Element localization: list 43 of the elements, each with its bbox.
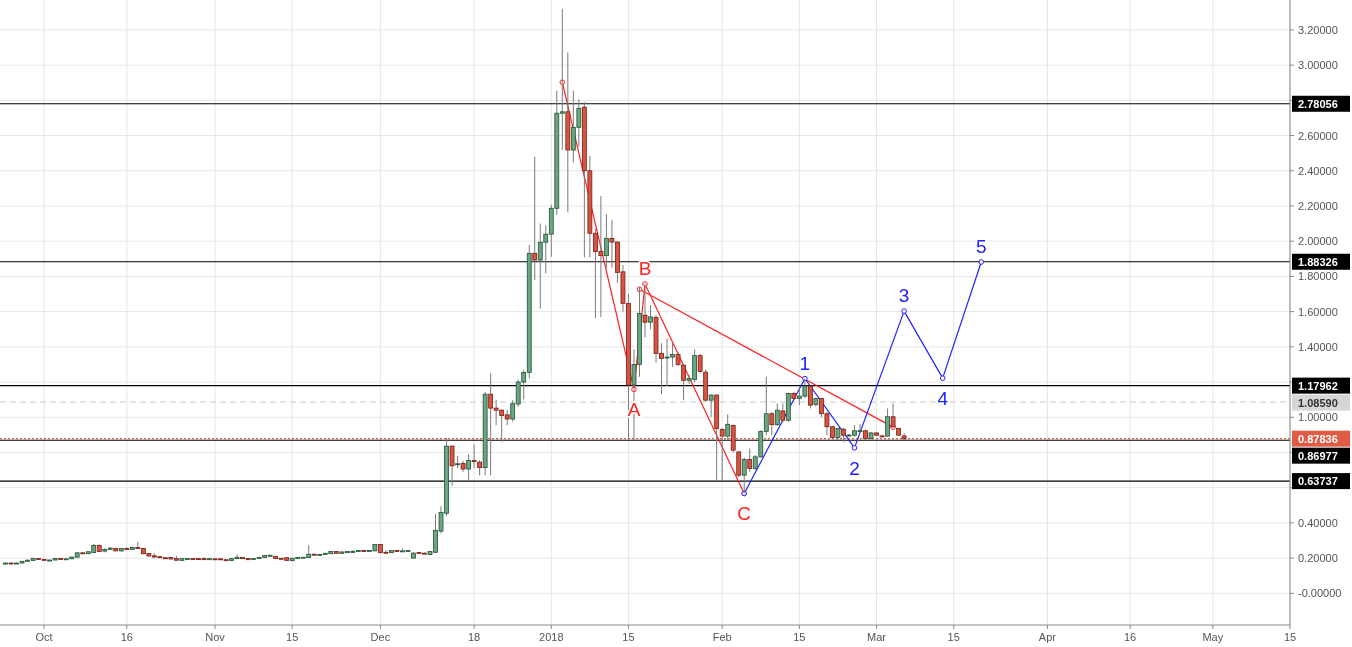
annotation: 2 — [849, 457, 860, 479]
x-tick-label: 15 — [947, 631, 960, 643]
y-tick-label: 3.00000 — [1298, 59, 1338, 72]
ref-line-label: 1.88326 — [1298, 255, 1338, 268]
x-tick-label: Oct — [35, 631, 53, 643]
y-tick-label: 1.60000 — [1298, 305, 1338, 318]
ref-line-label: 0.86977 — [1298, 449, 1338, 462]
y-tick-label: 0.40000 — [1298, 516, 1338, 529]
x-tick-label: Dec — [370, 631, 391, 643]
annotation: 5 — [975, 235, 987, 257]
x-tick-label: 15 — [1283, 631, 1297, 643]
ref-line-label: 2.78056 — [1298, 97, 1338, 110]
x-tick-label: 15 — [286, 631, 299, 643]
x-tick-label: Apr — [1038, 631, 1057, 643]
x-tick-label: Mar — [867, 631, 887, 643]
ref-line-label: 0.87836 — [1298, 432, 1338, 445]
x-tick-label: Nov — [205, 631, 226, 643]
x-tick-label: 2018 — [539, 631, 564, 643]
annotation: 4 — [937, 388, 949, 410]
annotation: 3 — [898, 285, 910, 307]
x-tick-label: 15 — [622, 631, 635, 643]
x-tick-label: 16 — [1124, 631, 1137, 643]
x-tick-label: May — [1202, 631, 1224, 643]
x-tick-label: 16 — [120, 631, 133, 643]
y-tick-label: 2.20000 — [1298, 199, 1338, 212]
y-tick-label: 2.40000 — [1298, 164, 1338, 177]
x-tick-label: 18 — [467, 631, 481, 643]
y-tick-label: 1.80000 — [1298, 270, 1338, 283]
y-tick-label: -0.00000 — [1298, 587, 1342, 600]
ref-line-label: 0.63737 — [1298, 475, 1338, 488]
y-tick-label: 1.40000 — [1298, 340, 1338, 353]
annotation: 1 — [799, 352, 811, 374]
y-tick-label: 2.60000 — [1298, 129, 1338, 142]
annotation: C — [737, 503, 752, 525]
y-tick-label: 1.00000 — [1298, 411, 1338, 424]
y-tick-label: 0.20000 — [1298, 552, 1338, 565]
x-tick-label: Feb — [712, 631, 732, 643]
annotation: B — [638, 257, 652, 279]
ref-line-label: 1.17962 — [1298, 379, 1338, 392]
x-tick-label: 15 — [793, 631, 806, 643]
ref-line-label: 1.08590 — [1298, 396, 1338, 409]
y-tick-label: 2.00000 — [1298, 235, 1338, 248]
y-tick-label: 3.20000 — [1298, 23, 1338, 36]
